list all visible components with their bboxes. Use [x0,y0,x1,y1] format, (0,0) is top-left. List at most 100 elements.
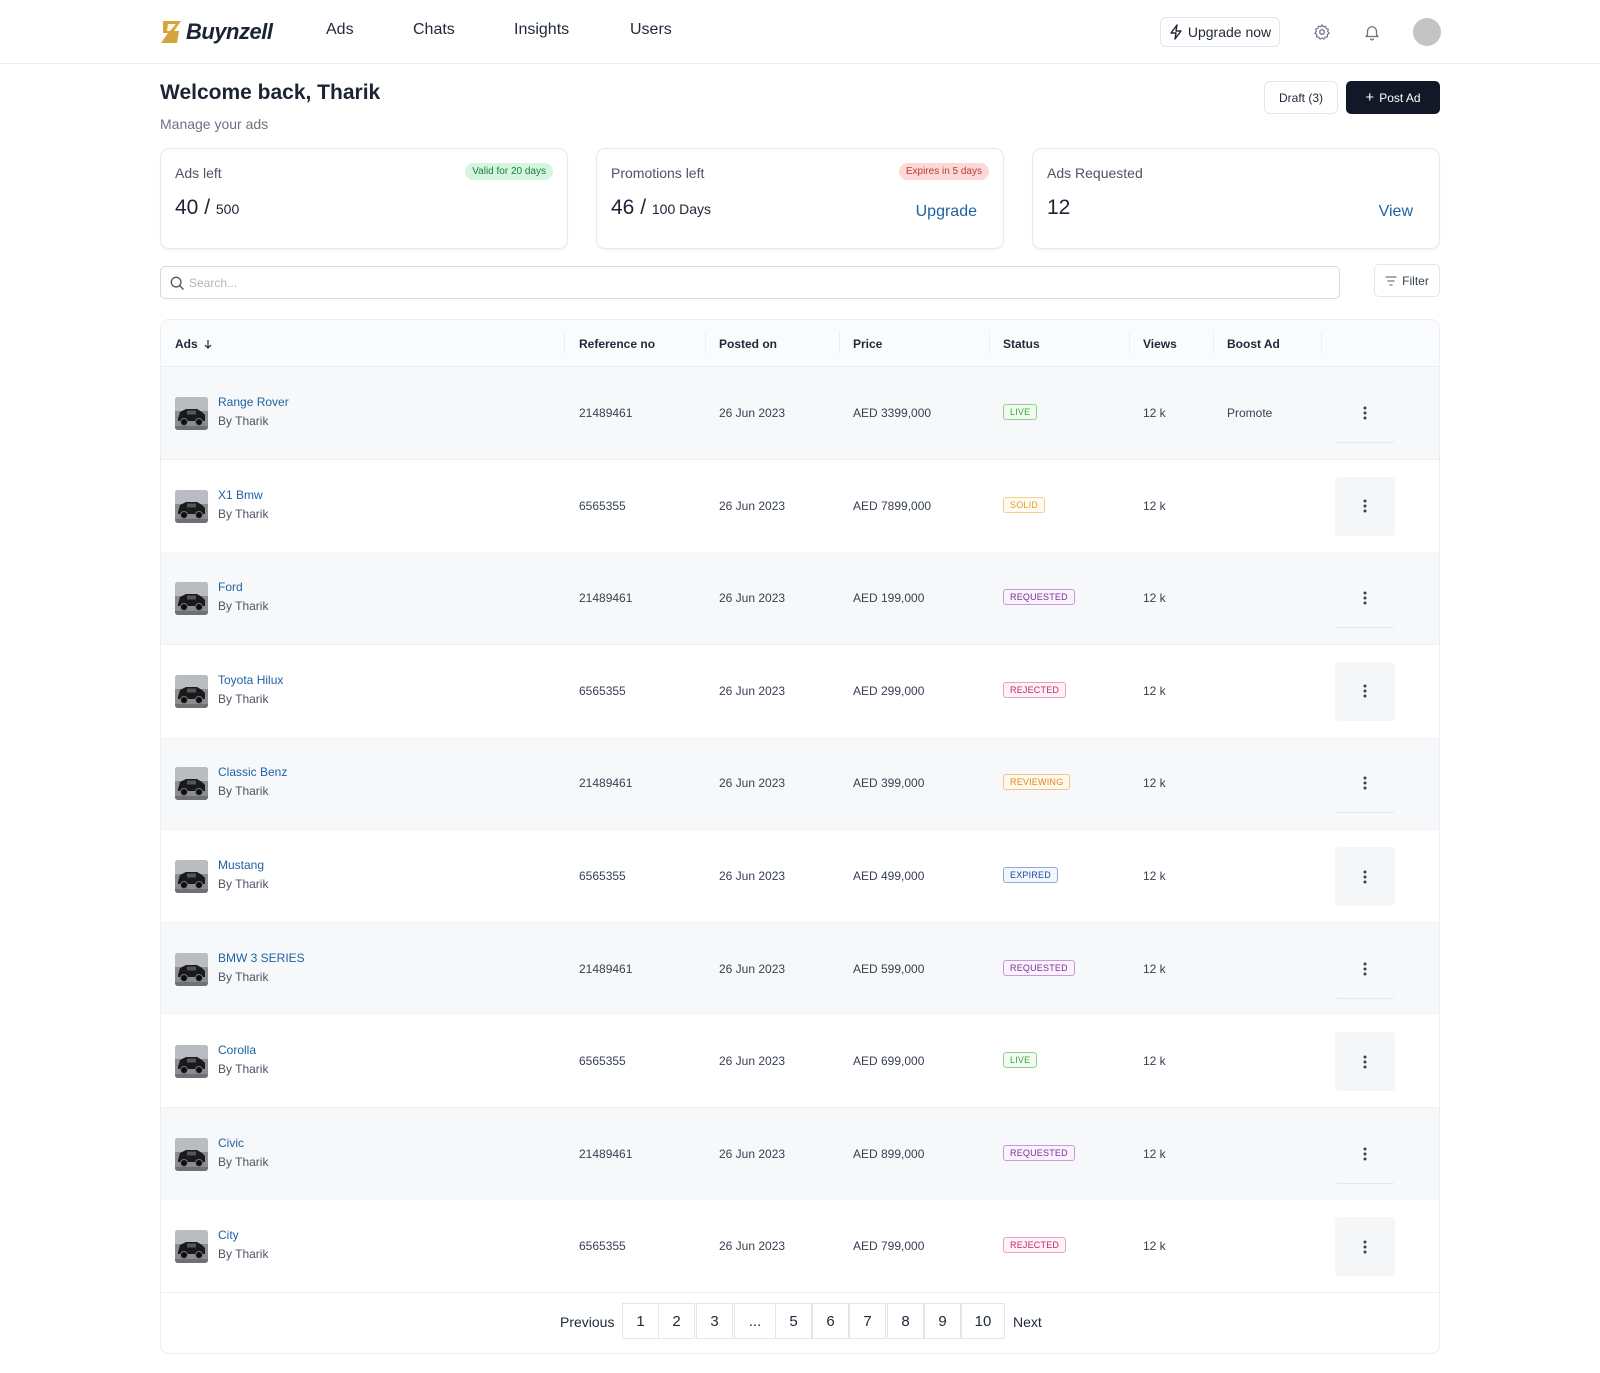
page-button-1[interactable]: 1 [622,1303,659,1339]
page-button-10[interactable]: 10 [961,1303,1005,1339]
nav-users[interactable]: Users [630,21,672,38]
upgrade-link[interactable]: Upgrade [915,203,977,220]
column-divider [1129,332,1130,354]
column-header-ads[interactable]: Ads [175,337,213,351]
table-row[interactable]: Toyota Hilux By Tharik 6565355 26 Jun 2023 A… [161,644,1439,738]
notifications-button[interactable] [1360,20,1384,44]
ad-thumbnail[interactable] [175,674,208,708]
page-button-5[interactable]: 5 [775,1303,812,1339]
page-button-2[interactable]: 2 [658,1303,695,1339]
ad-thumbnail[interactable] [175,1137,208,1171]
ad-thumbnail[interactable] [175,1045,208,1079]
ad-title-link[interactable]: Civic [218,1135,244,1150]
promotions-left-total: 100 Days [651,201,712,217]
row-more-menu-button[interactable] [1335,1217,1395,1277]
pagination-next[interactable]: Next [1013,1314,1042,1330]
table-row[interactable]: Ford By Tharik 21489461 26 Jun 2023 AED 199,… [161,552,1439,646]
column-divider [1213,332,1214,354]
ad-thumbnail[interactable] [175,582,208,616]
car-thumbnail-icon [175,582,208,616]
page-button-3[interactable]: 3 [696,1303,733,1339]
ads-requested-card: Ads Requested 12 View [1032,148,1440,249]
page-button-8[interactable]: 8 [887,1303,924,1339]
table-row[interactable]: Classic Benz By Tharik 21489461 26 Jun 2023… [161,737,1439,831]
ad-title-link[interactable]: Mustang [218,858,265,872]
user-avatar[interactable] [1413,18,1441,46]
view-requested-link[interactable]: View [1378,203,1413,220]
search-input[interactable] [189,275,1289,290]
status-badge: REJECTED [1003,1237,1067,1254]
page-button-6[interactable]: 6 [812,1303,849,1339]
ad-title-link[interactable]: City [218,1228,239,1243]
nav-insights[interactable]: Insights [514,21,570,38]
table-row[interactable]: Civic By Tharik 21489461 26 Jun 2023 AED 899… [161,1107,1439,1201]
row-more-menu-button[interactable] [1335,384,1395,443]
settings-button[interactable] [1310,20,1334,44]
table-row[interactable]: Range Rover By Tharik 21489461 26 Jun 2023 A… [161,367,1439,460]
ad-thumbnail[interactable] [175,860,208,893]
reference-number: 21489461 [579,961,633,976]
upgrade-now-button[interactable]: Upgrade now [1160,17,1280,47]
ad-title-link[interactable]: Classic Benz [218,765,288,780]
ad-owner: By Tharik [218,599,269,614]
page-button-9[interactable]: 9 [924,1303,961,1339]
column-header-boost: Boost Ad [1227,337,1280,351]
row-more-menu-button[interactable] [1335,1125,1395,1184]
draft-button[interactable]: Draft (3) [1264,81,1338,114]
ad-title-link[interactable]: Toyota Hilux [218,672,284,687]
view-count: 12 k [1143,776,1166,791]
promote-link[interactable]: Promote [1227,406,1273,420]
ad-thumbnail[interactable] [175,1230,208,1264]
car-thumbnail-icon [175,767,208,801]
posted-date: 26 Jun 2023 [719,498,786,513]
column-header-posted: Posted on [719,337,778,351]
ad-price: AED 199,000 [853,591,925,606]
brand-logo[interactable]: Buynzell [160,18,273,46]
ad-title-link[interactable]: Ford [218,580,243,595]
ad-thumbnail[interactable] [175,767,208,801]
row-more-menu-button[interactable] [1335,940,1395,999]
posted-date: 26 Jun 2023 [719,683,786,698]
arrow-down-icon [204,340,212,349]
bell-icon [1365,26,1379,41]
post-ad-button[interactable]: + Post Ad [1346,81,1440,114]
row-more-menu-button[interactable] [1335,1032,1395,1092]
table-row[interactable]: City By Tharik 6565355 26 Jun 2023 AED 799,0… [161,1200,1439,1294]
posted-date: 26 Jun 2023 [719,776,786,791]
column-divider [989,332,990,354]
row-more-menu-button[interactable] [1335,847,1395,906]
ad-title-link[interactable]: BMW 3 SERIES [218,950,305,965]
ad-thumbnail[interactable] [175,489,208,523]
table-row[interactable]: BMW 3 SERIES By Tharik 21489461 26 Jun 2023… [161,922,1439,1016]
row-more-menu-button[interactable] [1335,476,1395,536]
ad-price: AED 3399,000 [853,406,932,420]
reference-number: 6565355 [579,498,626,513]
row-more-menu-button[interactable] [1335,661,1395,721]
status-badge: EXPIRED [1003,867,1058,883]
page-button-7[interactable]: 7 [849,1303,886,1339]
nav-ads[interactable]: Ads [326,21,354,38]
page-subtitle: Manage your ads [160,116,269,132]
pagination-previous[interactable]: Previous [560,1314,615,1330]
column-header-views: Views [1143,337,1177,351]
ad-price: AED 399,000 [853,776,925,791]
search-icon [170,276,184,290]
ad-title-link[interactable]: X1 Bmw [218,487,263,502]
nav-chats[interactable]: Chats [413,21,455,38]
ad-thumbnail[interactable] [175,952,208,986]
row-more-menu-button[interactable] [1335,754,1395,814]
filter-button[interactable]: Filter [1374,264,1440,297]
car-thumbnail-icon [175,397,208,430]
promotions-left-value: 46 / 100 Days [611,196,711,220]
ad-thumbnail[interactable] [175,397,208,430]
status-badge: REQUESTED [1003,959,1075,976]
more-vertical-icon [1363,870,1367,883]
more-vertical-icon [1363,499,1367,513]
ad-title-link[interactable]: Corolla [218,1043,257,1058]
view-count: 12 k [1143,406,1166,420]
table-row[interactable]: Corolla By Tharik 6565355 26 Jun 2023 AED 69… [161,1015,1439,1109]
ad-title-link[interactable]: Range Rover [218,395,289,409]
row-more-menu-button[interactable] [1335,569,1395,629]
table-row[interactable]: Mustang By Tharik 6565355 26 Jun 2023 AED 49… [161,830,1439,923]
table-row[interactable]: X1 Bmw By Tharik 6565355 26 Jun 2023 AED 789… [161,459,1439,553]
